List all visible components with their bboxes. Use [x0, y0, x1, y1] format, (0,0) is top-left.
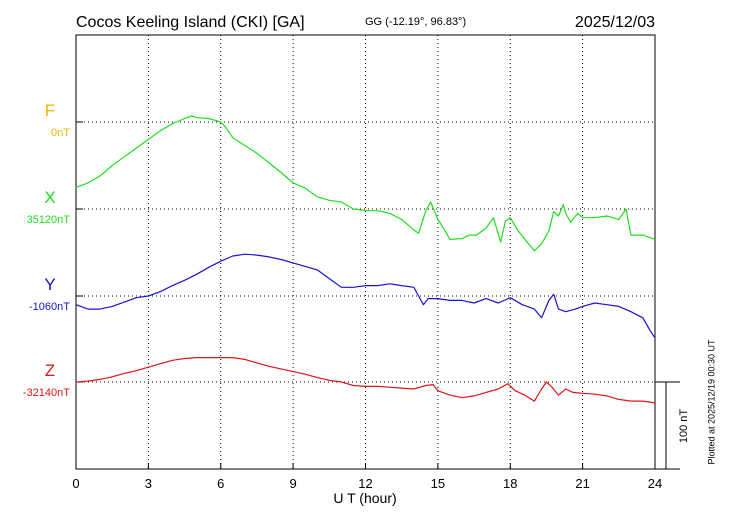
- series-lines: [75, 115, 656, 404]
- x-axis-label: U T (hour): [333, 490, 396, 506]
- x-tick-label: 6: [217, 476, 224, 491]
- series-baseline-x: 35120nT: [27, 214, 71, 226]
- series-line-y: [75, 253, 656, 339]
- x-tick-label: 24: [648, 476, 662, 491]
- series-baseline-f: 0nT: [51, 127, 70, 139]
- x-tick-label: 0: [72, 476, 79, 491]
- plot-date: 2025/12/03: [575, 14, 655, 31]
- x-tick-label: 18: [503, 476, 517, 491]
- x-tick-label: 15: [431, 476, 445, 491]
- series-name-z: Z: [45, 361, 55, 380]
- series-labels: F 0nT X 35120nT Y -1060nT Z -32140nT: [23, 101, 70, 399]
- scale-bar: 100 nT: [655, 381, 690, 470]
- series-name-f: F: [45, 101, 55, 120]
- plotted-timestamp: Plotted at 2025/12/19 00:30 UT: [706, 339, 716, 465]
- station-title: Cocos Keeling Island (CKI) [GA]: [76, 14, 305, 31]
- x-tick-label: 9: [290, 476, 297, 491]
- x-tick-label: 21: [575, 476, 589, 491]
- series-baseline-y: -1060nT: [29, 301, 70, 313]
- grid-lines: [76, 35, 655, 469]
- x-tick-label: 12: [358, 476, 372, 491]
- x-tick-label: 3: [145, 476, 152, 491]
- series-name-y: Y: [44, 275, 55, 294]
- station-coordinates: GG (-12.19°, 96.83°): [365, 16, 466, 28]
- series-baseline-z: -32140nT: [23, 387, 70, 399]
- series-line-z: [75, 357, 656, 404]
- series-name-x: X: [44, 188, 55, 207]
- series-line-x: [75, 115, 656, 252]
- x-axis-ticks: 0 3 6 9 12 15 18 21 24: [72, 463, 662, 491]
- scale-bar-label: 100 nT: [678, 409, 690, 444]
